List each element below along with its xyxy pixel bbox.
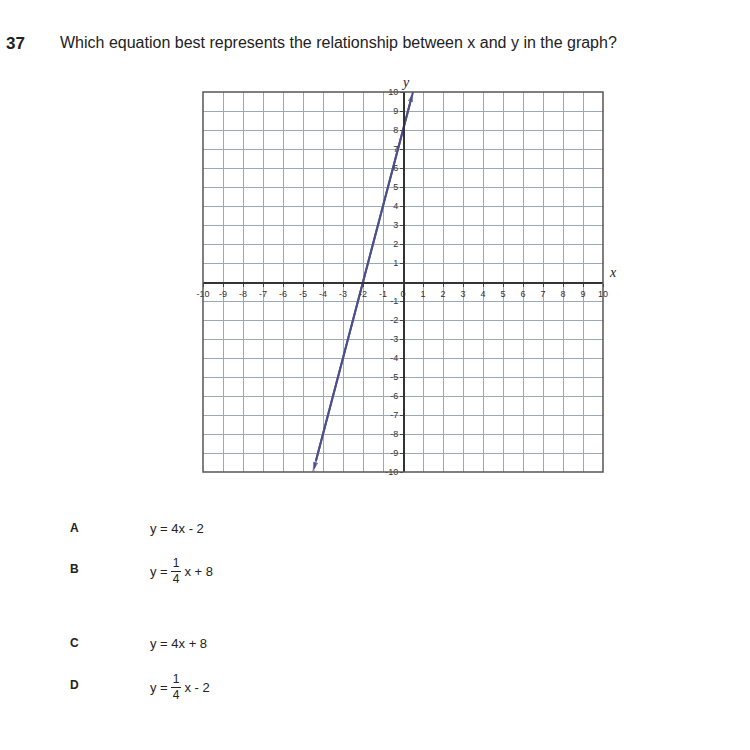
svg-text:-4: -4 (319, 289, 327, 299)
svg-text:-7: -7 (259, 289, 267, 299)
svg-text:9: 9 (393, 106, 398, 116)
html-text:4 x + 8: 4 x + 8 (172, 564, 213, 586)
html-text:y =: y = (150, 680, 168, 695)
svg-text:-9: -9 (219, 289, 227, 299)
svg-text:10: 10 (388, 87, 398, 97)
svg-text:-6: -6 (279, 289, 287, 299)
svg-text:7: 7 (540, 289, 545, 299)
svg-text:-9: -9 (390, 448, 398, 458)
svg-text:-8: -8 (390, 429, 398, 439)
html-text:37: 37 (6, 34, 25, 53)
svg-text:5: 5 (393, 182, 398, 192)
html-text:y = 4x - 2: y = 4x - 2 (150, 521, 204, 536)
html-text:D: D (70, 678, 79, 692)
svg-text:-1: -1 (379, 289, 387, 299)
html-text:B: B (70, 562, 79, 576)
svg-text:2: 2 (393, 239, 398, 249)
svg-text:7: 7 (393, 144, 398, 154)
svg-text:4: 4 (393, 201, 398, 211)
html-text:1: 1 (172, 672, 180, 686)
html-text:1: 1 (172, 556, 180, 570)
svg-text:2: 2 (440, 289, 445, 299)
svg-text:-5: -5 (390, 372, 398, 382)
html-text:A: A (70, 521, 79, 535)
svg-text:-3: -3 (390, 334, 398, 344)
svg-text:-4: -4 (390, 353, 398, 363)
svg-text:-6: -6 (390, 391, 398, 401)
svg-text:1: 1 (420, 289, 425, 299)
svg-text:y: y (401, 75, 410, 90)
html-text:y =: y = (150, 564, 168, 579)
svg-text:6: 6 (393, 163, 398, 173)
svg-text:8: 8 (560, 289, 565, 299)
html-text:C: C (70, 636, 79, 650)
svg-text:1: 1 (393, 258, 398, 268)
svg-text:5: 5 (500, 289, 505, 299)
svg-text:8: 8 (393, 125, 398, 135)
svg-text:-8: -8 (239, 289, 247, 299)
svg-text:-3: -3 (339, 289, 347, 299)
svg-text:9: 9 (580, 289, 585, 299)
svg-text:6: 6 (520, 289, 525, 299)
svg-text:10: 10 (598, 289, 608, 299)
svg-text:-10: -10 (196, 289, 209, 299)
svg-text:0: 0 (400, 289, 405, 299)
svg-text:4: 4 (480, 289, 485, 299)
html-text:y = 4x + 8: y = 4x + 8 (150, 636, 208, 651)
svg-text:-5: -5 (299, 289, 307, 299)
svg-text:-7: -7 (390, 410, 398, 420)
html-text:Which equation best represents: Which equation best represents the relat… (60, 34, 617, 51)
svg-text:-1: -1 (390, 296, 398, 306)
svg-text:3: 3 (460, 289, 465, 299)
svg-text:x: x (609, 265, 617, 280)
svg-text:3: 3 (393, 220, 398, 230)
svg-text:-2: -2 (359, 289, 367, 299)
svg-text:-10: -10 (385, 467, 398, 477)
svg-text:-2: -2 (390, 315, 398, 325)
html-text:4 x - 2: 4 x - 2 (172, 680, 210, 702)
